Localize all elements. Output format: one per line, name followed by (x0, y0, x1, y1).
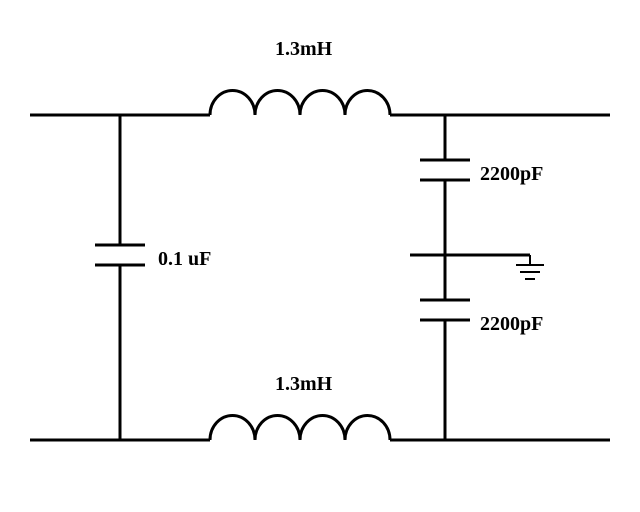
capacitor-left (95, 115, 145, 440)
label-C-left: 0.1 uF (158, 248, 211, 270)
inductor-top (210, 90, 390, 115)
inductor-bottom (210, 415, 390, 440)
label-C-bot: 2200pF (480, 313, 543, 335)
capacitor-bot-right (420, 300, 470, 320)
circuit-diagram: 1.3mH 1.3mH 0.1 uF 2200pF 2200pF (0, 0, 640, 512)
label-L-top: 1.3mH (275, 38, 333, 60)
capacitor-top-right (420, 160, 470, 180)
ground-symbol (516, 255, 544, 279)
label-C-top: 2200pF (480, 163, 543, 185)
label-L-bot: 1.3mH (275, 373, 333, 395)
